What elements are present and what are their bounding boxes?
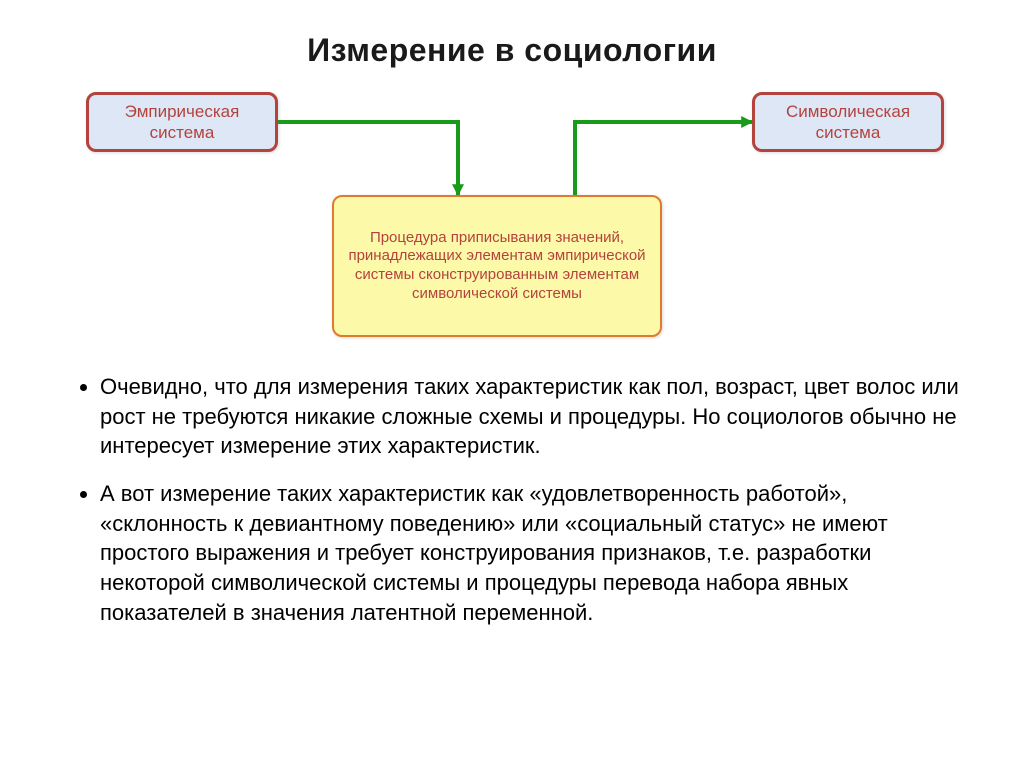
bullet-item: Очевидно, что для измерения таких характ… (100, 372, 964, 461)
bullet-list: Очевидно, что для измерения таких характ… (72, 372, 964, 646)
flow-arrows (0, 0, 1024, 400)
bullet-item: А вот измерение таких характеристик как … (100, 479, 964, 627)
